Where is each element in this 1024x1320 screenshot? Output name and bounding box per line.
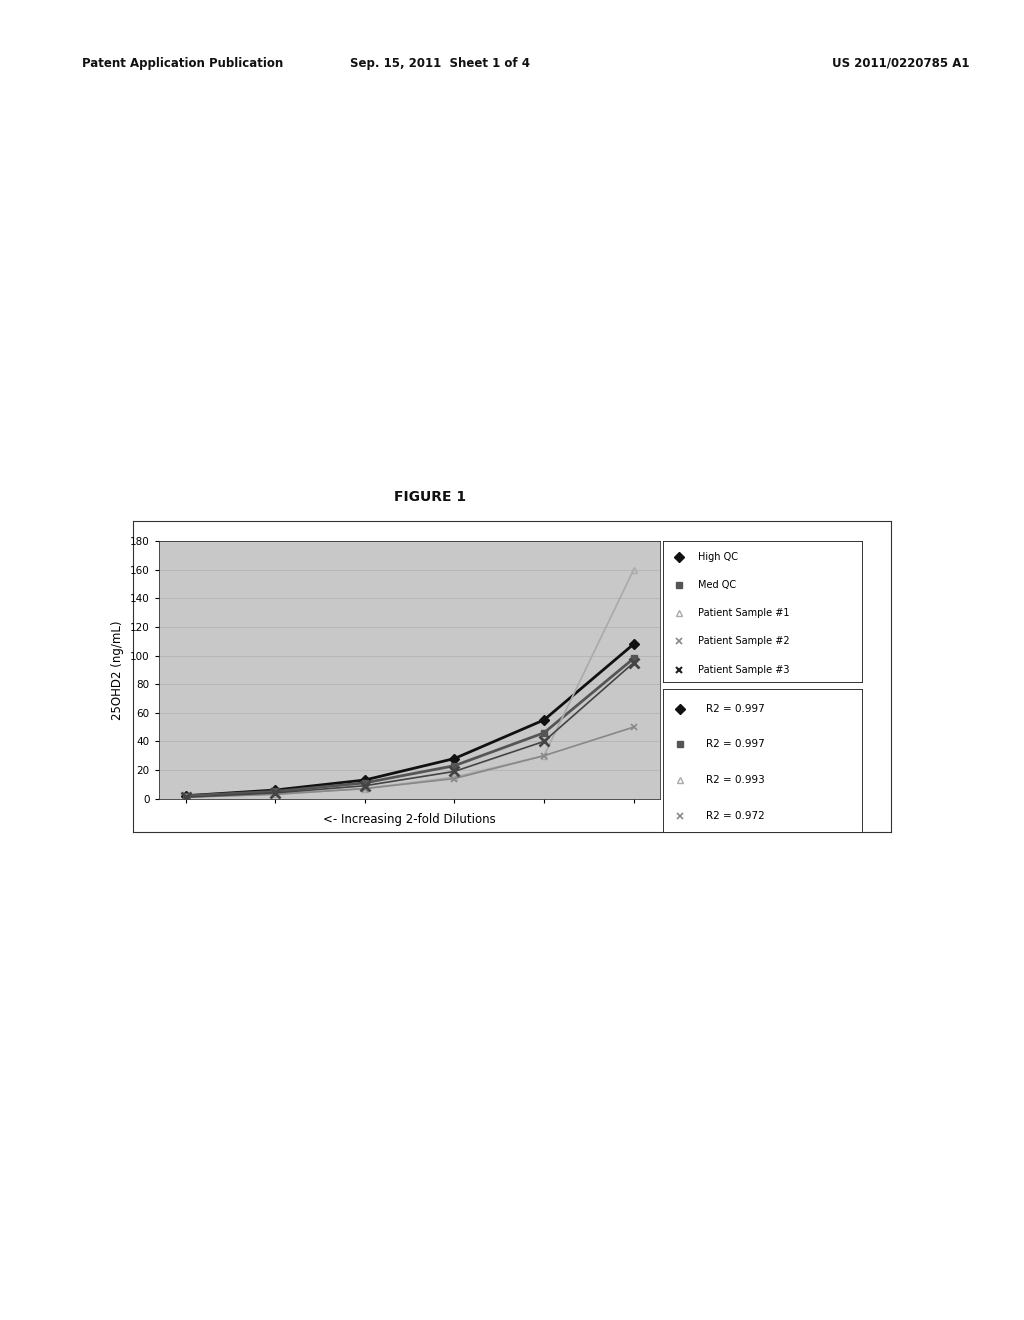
Text: Sep. 15, 2011  Sheet 1 of 4: Sep. 15, 2011 Sheet 1 of 4 — [350, 57, 530, 70]
Text: FIGURE 1: FIGURE 1 — [394, 490, 466, 504]
Text: R2 = 0.993: R2 = 0.993 — [707, 775, 765, 785]
Text: Linearity of Two Pools and Three Samples: Linearity of Two Pools and Three Samples — [257, 543, 585, 557]
Text: R2 = 0.997: R2 = 0.997 — [707, 739, 765, 750]
Text: Patent Application Publication: Patent Application Publication — [82, 57, 284, 70]
Text: 25OHD2: 25OHD2 — [389, 577, 454, 591]
Text: High QC: High QC — [698, 552, 738, 562]
Text: Patient Sample #2: Patient Sample #2 — [698, 636, 791, 647]
Text: Med QC: Med QC — [698, 579, 736, 590]
Text: US 2011/0220785 A1: US 2011/0220785 A1 — [833, 57, 970, 70]
X-axis label: <- Increasing 2-fold Dilutions: <- Increasing 2-fold Dilutions — [324, 813, 496, 826]
Text: Patient Sample #1: Patient Sample #1 — [698, 609, 790, 618]
Text: R2 = 0.997: R2 = 0.997 — [707, 704, 765, 714]
Text: Patient Sample #3: Patient Sample #3 — [698, 665, 790, 675]
Y-axis label: 25OHD2 (ng/mL): 25OHD2 (ng/mL) — [112, 620, 124, 719]
Text: R2 = 0.972: R2 = 0.972 — [707, 810, 765, 821]
